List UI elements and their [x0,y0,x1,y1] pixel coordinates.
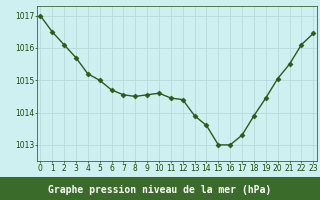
Text: Graphe pression niveau de la mer (hPa): Graphe pression niveau de la mer (hPa) [48,185,272,195]
